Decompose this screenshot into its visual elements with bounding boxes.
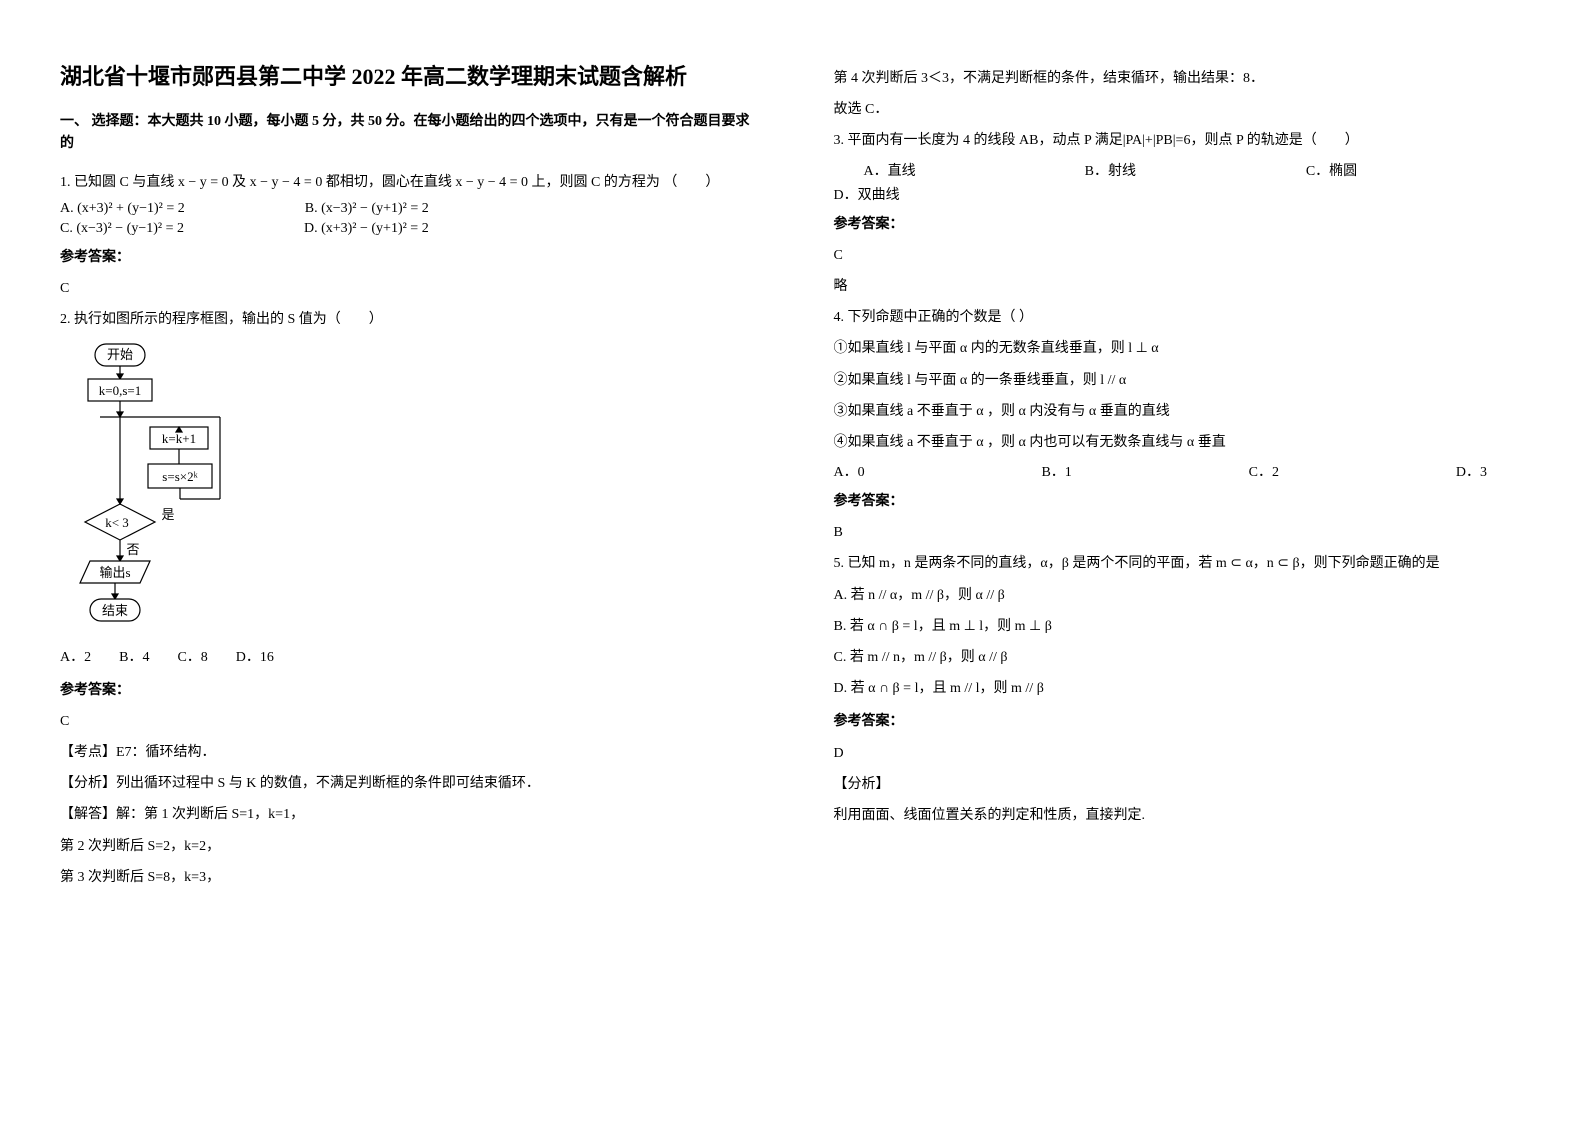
q2-analysis-2: 【解答】解：第 1 次判断后 S=1，k=1，	[60, 802, 754, 827]
q5-opt-b: B. 若 α ∩ β = l，且 m ⊥ l，则 m ⊥ β	[834, 614, 1528, 639]
fc-init: k=0,s=1	[99, 383, 141, 398]
q2-analysis-4: 第 3 次判断后 S=8，k=3，	[60, 865, 754, 890]
q2-stem: 2. 执行如图所示的程序框图，输出的 S 值为（ ）	[60, 307, 754, 332]
q5-analysis-0: 【分析】	[834, 772, 1528, 797]
fc-no: 否	[126, 542, 139, 557]
fc-start: 开始	[107, 347, 133, 362]
flowchart: 开始 k=0,s=1 k=k+1 s=s×2ᵏ k< 3 是 否 输出s 结束	[60, 339, 250, 639]
fc-cond: k< 3	[105, 515, 129, 530]
q1-opt-c: C. (x−3)² − (y−1)² = 2	[60, 221, 184, 237]
q4-l1: ①如果直线 l 与平面 α 内的无数条直线垂直，则 l ⊥ α	[834, 336, 1528, 361]
q3-opt-a: A．直线	[834, 160, 1085, 180]
q1-options-row1: A. (x+3)² + (y−1)² = 2 B. (x−3)² − (y+1)…	[60, 201, 754, 217]
q2-cont-1: 故选 C．	[834, 97, 1528, 122]
q4-answer-label: 参考答案：	[834, 489, 1528, 514]
q3-opt-c: C．椭圆	[1306, 160, 1527, 180]
q3-answer: C	[834, 243, 1528, 268]
q2-answer: C	[60, 709, 754, 734]
section-heading: 一、 选择题：本大题共 10 小题，每小题 5 分，共 50 分。在每小题给出的…	[60, 111, 754, 156]
page-title: 湖北省十堰市郧西县第二中学 2022 年高二数学理期末试题含解析	[60, 60, 754, 93]
fc-inc: k=k+1	[162, 431, 196, 446]
q5-answer: D	[834, 741, 1528, 766]
q1-stem: 1. 已知圆 C 与直线 x − y = 0 及 x − y − 4 = 0 都…	[60, 170, 754, 195]
q2-analysis-3: 第 2 次判断后 S=2，k=2，	[60, 834, 754, 859]
q4-l4: ④如果直线 a 不垂直于 α ，则 α 内也可以有无数条直线与 α 垂直	[834, 430, 1528, 455]
q1-opt-a: A. (x+3)² + (y−1)² = 2	[60, 201, 185, 217]
q1-options-row2: C. (x−3)² − (y−1)² = 2 D. (x+3)² − (y+1)…	[60, 221, 754, 237]
q3-stem: 3. 平面内有一长度为 4 的线段 AB，动点 P 满足|PA|+|PB|=6，…	[834, 128, 1528, 153]
q4-options: A．0 B．1 C．2 D．3	[834, 461, 1528, 481]
q5-analysis-1: 利用面面、线面位置关系的判定和性质，直接判定.	[834, 803, 1528, 828]
q4-l3: ③如果直线 a 不垂直于 α ，则 α 内没有与 α 垂直的直线	[834, 399, 1528, 424]
q3-opt-b: B．射线	[1085, 160, 1306, 180]
q2-analysis-0: 【考点】E7：循环结构．	[60, 740, 754, 765]
q5-opt-a: A. 若 n // α，m // β，则 α // β	[834, 583, 1528, 608]
q4-opt-a: A．0	[834, 461, 865, 481]
fc-out: 输出s	[99, 565, 130, 580]
q4-opt-b: B．1	[1041, 461, 1071, 481]
q4-stem: 4. 下列命题中正确的个数是（ ）	[834, 305, 1528, 330]
q4-opt-c: C．2	[1249, 461, 1279, 481]
q5-answer-label: 参考答案：	[834, 709, 1528, 734]
q4-opt-d: D．3	[1456, 461, 1487, 481]
q2-answer-label: 参考答案：	[60, 678, 754, 703]
q3-note: 略	[834, 274, 1528, 299]
fc-end: 结束	[102, 603, 128, 618]
q5-opt-d: D. 若 α ∩ β = l，且 m // l，则 m // β	[834, 676, 1528, 701]
q1-opt-b: B. (x−3)² − (y+1)² = 2	[305, 201, 429, 217]
q1-answer-label: 参考答案：	[60, 245, 754, 270]
q5-opt-c: C. 若 m // n，m // β，则 α // β	[834, 645, 1528, 670]
q1-answer: C	[60, 276, 754, 301]
q5-stem: 5. 已知 m，n 是两条不同的直线，α，β 是两个不同的平面，若 m ⊂ α，…	[834, 551, 1528, 576]
q3-answer-label: 参考答案：	[834, 212, 1528, 237]
q2-cont-0: 第 4 次判断后 3＜3，不满足判断框的条件，结束循环，输出结果：8．	[834, 66, 1528, 91]
fc-mul: s=s×2ᵏ	[162, 469, 197, 484]
q2-options: A．2 B．4 C．8 D．16	[60, 645, 754, 670]
q4-answer: B	[834, 520, 1528, 545]
fc-yes: 是	[161, 507, 174, 522]
q4-l2: ②如果直线 l 与平面 α 的一条垂线垂直，则 l // α	[834, 368, 1528, 393]
q2-analysis-1: 【分析】列出循环过程中 S 与 K 的数值，不满足判断框的条件即可结束循环．	[60, 771, 754, 796]
q3-opt-d: D．双曲线	[834, 184, 1528, 204]
q3-options-row1: A．直线 B．射线 C．椭圆	[834, 160, 1528, 180]
q3-options-row2: D．双曲线	[834, 184, 1528, 204]
q1-opt-d: D. (x+3)² − (y+1)² = 2	[304, 221, 429, 237]
